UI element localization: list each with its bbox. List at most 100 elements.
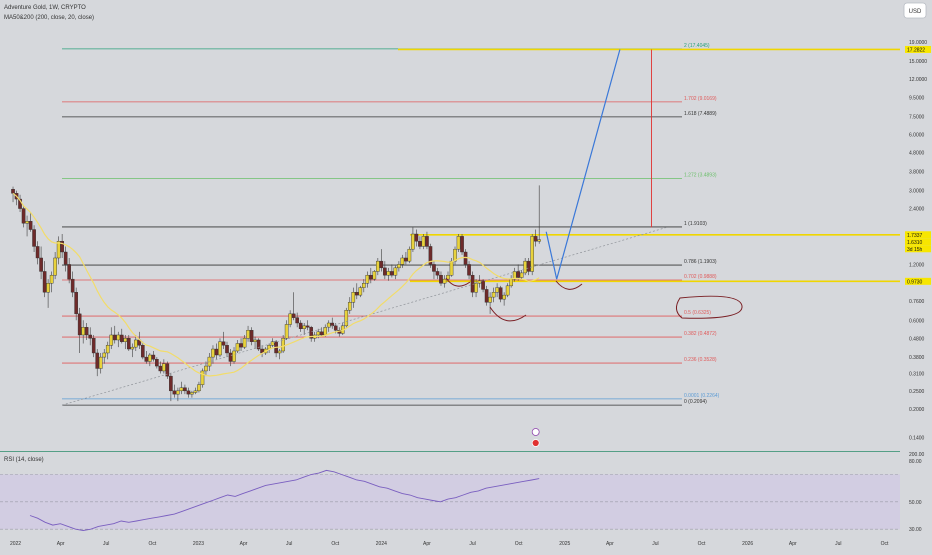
candle-body bbox=[428, 246, 433, 265]
candle-body bbox=[326, 322, 331, 328]
symbol-title: Adventure Gold, 1W, CRYPTO bbox=[4, 5, 86, 11]
price-axis-tick: 19.0000 bbox=[909, 40, 927, 46]
candle-body bbox=[21, 208, 26, 224]
candle-body bbox=[246, 330, 250, 339]
candle-body bbox=[505, 285, 510, 296]
candle-body bbox=[67, 264, 71, 280]
candle-body bbox=[404, 257, 408, 262]
time-axis-tick: Oct bbox=[881, 541, 889, 547]
price-badge-label: 3d 15h bbox=[907, 247, 923, 253]
candle-body bbox=[221, 341, 226, 346]
candle-body bbox=[319, 331, 324, 336]
candle-body bbox=[225, 345, 229, 354]
candle-body bbox=[60, 241, 64, 253]
candle-body bbox=[25, 221, 29, 224]
candle-body bbox=[102, 352, 107, 358]
candle-body bbox=[214, 348, 219, 356]
moving-average-line bbox=[12, 192, 540, 377]
candle-body bbox=[253, 339, 257, 342]
candle-body bbox=[232, 350, 236, 362]
event-marker-icon[interactable] bbox=[531, 428, 540, 436]
price-badge bbox=[905, 277, 931, 285]
candle-body bbox=[200, 370, 205, 385]
price-axis-tick: 9.5000 bbox=[909, 96, 925, 102]
candle-body bbox=[397, 264, 401, 269]
candle-body bbox=[239, 343, 243, 348]
price-axis-tick: 7.5000 bbox=[909, 115, 925, 121]
candle-body bbox=[491, 292, 496, 298]
candle-body bbox=[148, 354, 152, 362]
candle-body bbox=[390, 271, 394, 276]
candle-body bbox=[193, 390, 198, 393]
candle-body bbox=[70, 278, 75, 293]
candle-body bbox=[467, 264, 471, 276]
time-axis-tick: Apr bbox=[240, 541, 248, 547]
time-axis-tick: Oct bbox=[148, 541, 156, 547]
fib-level-label: 0.786 (1.1903) bbox=[684, 259, 717, 265]
candle-body bbox=[155, 359, 159, 367]
price-badge-label: 1.7337 bbox=[907, 233, 923, 239]
candle-body bbox=[88, 334, 93, 339]
rsi-axis-tick: 200.00 bbox=[909, 452, 925, 458]
time-axis-tick: Jul bbox=[469, 541, 475, 547]
candle-body bbox=[218, 341, 222, 356]
candle-body bbox=[49, 274, 54, 284]
head-arc bbox=[489, 306, 527, 322]
price-axis-tick: 12.0000 bbox=[909, 77, 927, 83]
candle-body bbox=[126, 338, 131, 350]
price-axis-tick: 0.4800 bbox=[909, 336, 925, 342]
time-axis-tick: 2023 bbox=[193, 541, 204, 547]
price-axis-tick: 0.3800 bbox=[909, 355, 925, 361]
currency-button-frame[interactable] bbox=[903, 2, 927, 19]
time-axis-tick: Jul bbox=[103, 541, 109, 547]
fib-highlight-circle bbox=[676, 295, 743, 319]
candle-body bbox=[421, 236, 426, 247]
candle-body bbox=[162, 363, 166, 372]
candle-body bbox=[28, 221, 33, 230]
candle-body bbox=[386, 271, 391, 276]
rsi-line bbox=[29, 469, 540, 531]
candle-body bbox=[414, 233, 419, 242]
candle-body bbox=[105, 345, 110, 354]
price-badge-label: 0.9730 bbox=[907, 279, 923, 285]
candle-body bbox=[393, 267, 398, 276]
candle-body bbox=[42, 271, 47, 293]
candle-body bbox=[537, 239, 541, 242]
candle-body bbox=[383, 267, 387, 276]
time-axis-tick: Apr bbox=[789, 541, 797, 547]
time-axis-tick: Apr bbox=[423, 541, 431, 547]
candle-body bbox=[144, 356, 149, 362]
candle-body bbox=[362, 283, 366, 288]
candle-body bbox=[484, 289, 489, 303]
candle-body bbox=[63, 251, 68, 265]
price-axis-tick: 0.2000 bbox=[909, 407, 925, 413]
time-axis-tick: 2025 bbox=[559, 541, 570, 547]
candle-body bbox=[228, 352, 233, 362]
price-badge bbox=[905, 45, 931, 53]
candle-body bbox=[284, 324, 289, 339]
candle-body bbox=[186, 390, 191, 395]
candle-body bbox=[333, 325, 338, 331]
shoulder-arc-right bbox=[555, 280, 583, 290]
candle-body bbox=[305, 325, 310, 328]
flag-marker-icon[interactable] bbox=[531, 439, 540, 447]
candle-body bbox=[98, 356, 103, 369]
candle-body bbox=[123, 338, 128, 342]
candle-body bbox=[502, 294, 506, 300]
candle-body bbox=[291, 313, 296, 318]
candle-body bbox=[32, 229, 36, 247]
time-axis-tick: Oct bbox=[331, 541, 339, 547]
currency-button-label[interactable]: USD bbox=[909, 9, 922, 15]
currency-button[interactable]: USD bbox=[903, 2, 927, 19]
fib-level-label: 0.0001 (0.2264) bbox=[684, 393, 720, 399]
candle-body bbox=[351, 292, 356, 303]
candle-body bbox=[165, 363, 170, 377]
candle-body bbox=[53, 257, 57, 276]
indicator-label: MA50&200 (200, close, 20, close) bbox=[4, 15, 94, 21]
time-axis-tick: Oct bbox=[698, 541, 706, 547]
candle-body bbox=[435, 271, 440, 276]
candle-body bbox=[74, 292, 78, 315]
